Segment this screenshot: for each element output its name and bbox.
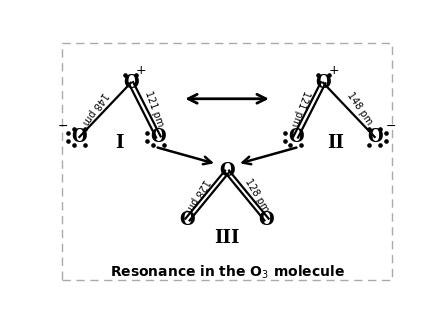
Text: O: O — [123, 74, 139, 92]
Text: +: + — [136, 64, 147, 77]
Text: 148 pm: 148 pm — [80, 91, 109, 127]
Text: O: O — [151, 128, 166, 146]
Text: −: − — [386, 120, 396, 133]
Text: II: II — [326, 134, 344, 152]
Text: I: I — [115, 134, 123, 152]
Text: O: O — [288, 128, 303, 146]
Text: Resonance in the O$_3$ molecule: Resonance in the O$_3$ molecule — [109, 264, 345, 281]
Text: O: O — [180, 211, 195, 228]
Text: III: III — [214, 229, 240, 247]
Text: 148 pm: 148 pm — [345, 91, 374, 127]
Text: O: O — [315, 74, 331, 92]
Text: O: O — [72, 128, 87, 146]
Text: O: O — [219, 163, 235, 180]
Text: +: + — [328, 64, 339, 77]
Text: O: O — [259, 211, 274, 228]
Text: 121 pm: 121 pm — [289, 89, 311, 128]
Text: 128 pm: 128 pm — [243, 177, 271, 214]
Text: 128 pm: 128 pm — [183, 177, 211, 214]
Text: O: O — [367, 128, 382, 146]
Text: 121 pm: 121 pm — [143, 89, 165, 128]
Text: −: − — [58, 120, 68, 133]
